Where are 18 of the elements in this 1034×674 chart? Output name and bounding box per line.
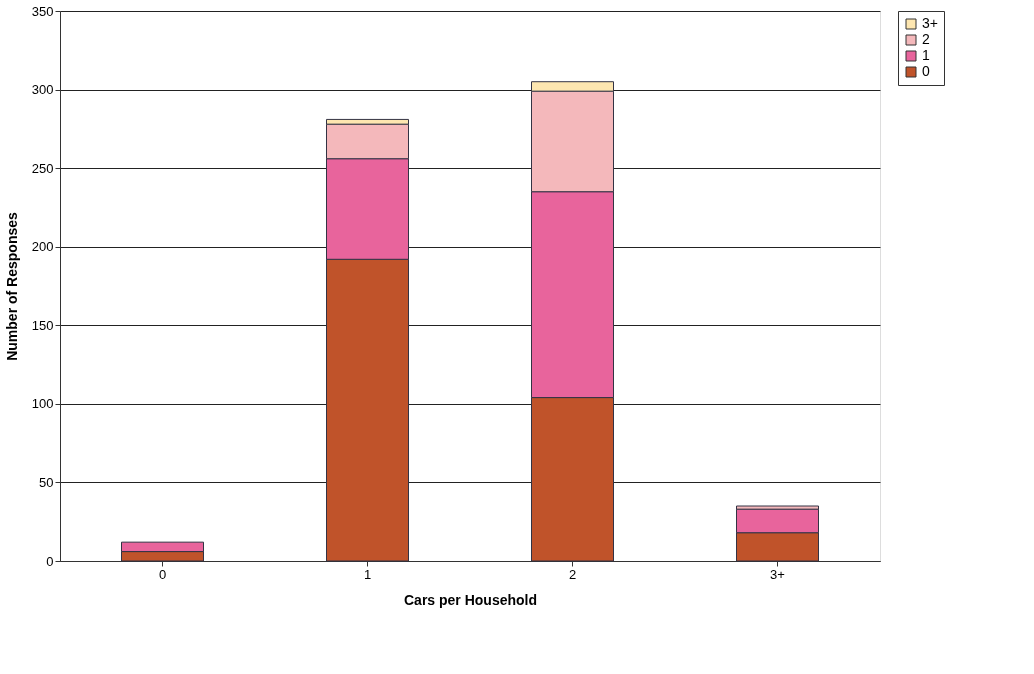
y-tick-label: 250: [31, 160, 54, 176]
legend-label: 1: [922, 47, 930, 63]
y-tick-label: 300: [31, 82, 54, 98]
y-tick-label: 150: [31, 317, 54, 333]
y-tick-label: 200: [31, 239, 54, 255]
y-axis-title: Number of Responses: [3, 212, 20, 361]
y-tick-label: 350: [31, 3, 54, 19]
y-tick-label: 0: [46, 553, 54, 569]
x-tick-label: 3+: [770, 566, 785, 582]
x-tick-label: 1: [363, 566, 372, 582]
legend-label: 3+: [922, 15, 938, 31]
x-tick-label: 0: [158, 566, 167, 582]
legend-label: 2: [922, 31, 930, 47]
legend-label: 0: [922, 63, 930, 79]
y-tick-label: 100: [31, 396, 54, 412]
y-tick-label: 50: [39, 474, 54, 490]
x-axis-title: Cars per Household: [403, 591, 538, 608]
x-tick-label: 2: [568, 566, 577, 582]
